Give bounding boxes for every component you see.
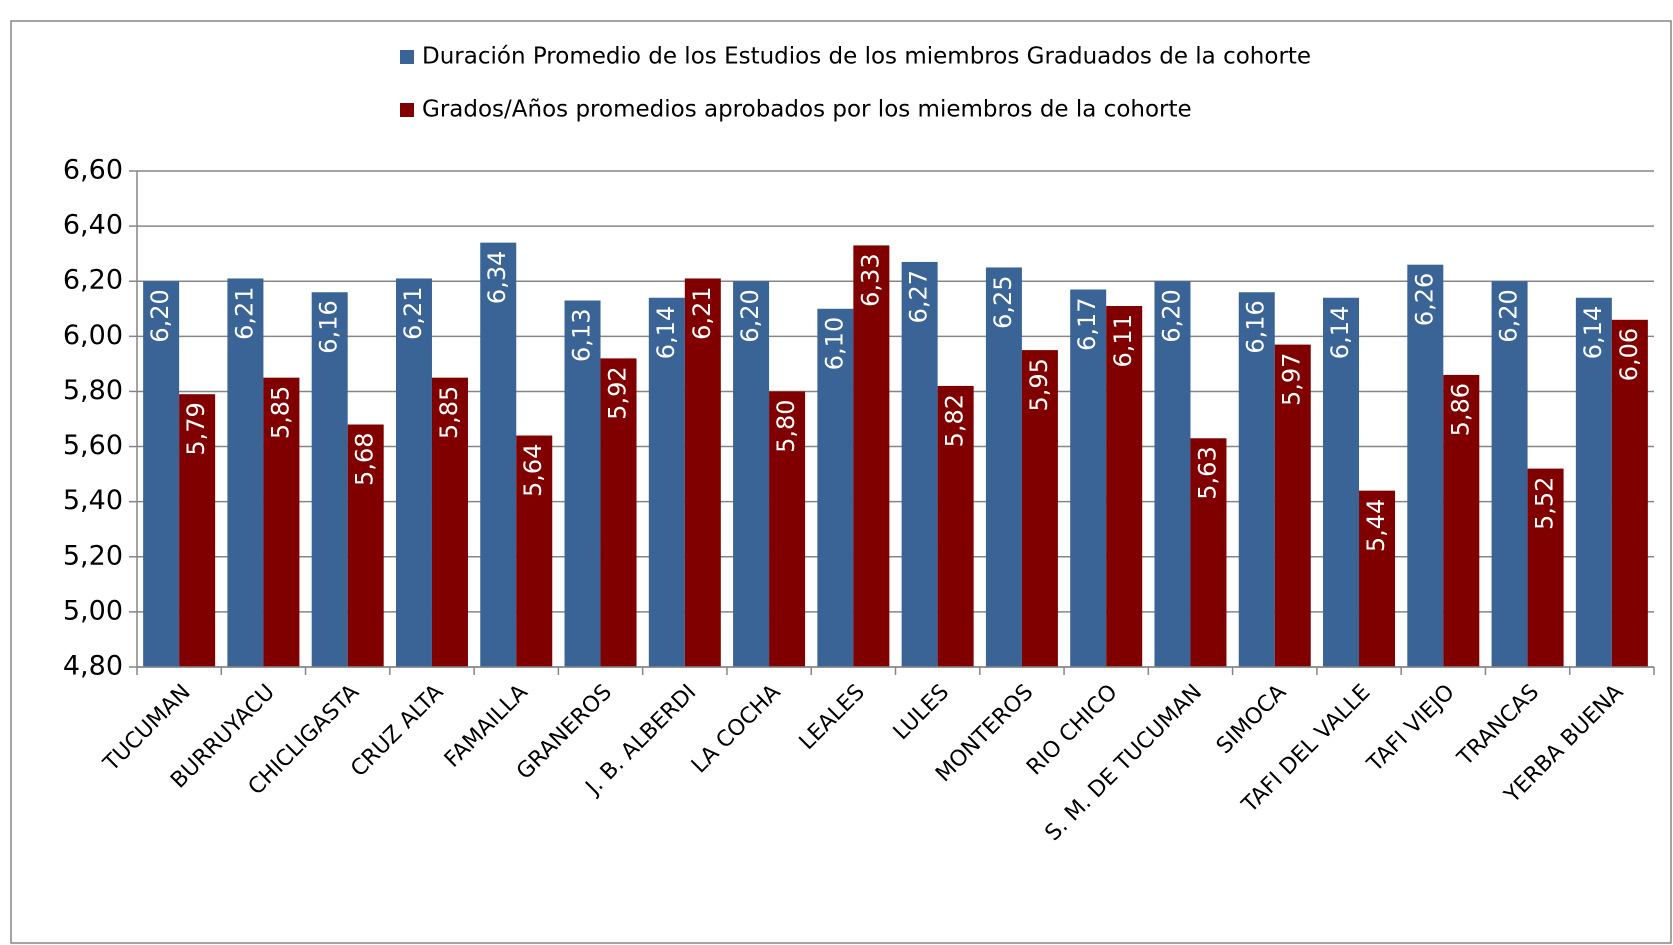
bar [516, 435, 553, 667]
bar [1106, 306, 1143, 667]
data-label: 6,20 [1495, 289, 1523, 342]
bar [817, 308, 854, 667]
data-label: 5,64 [519, 444, 547, 497]
data-label: 6,20 [146, 289, 174, 342]
bar [395, 278, 432, 667]
bar [853, 245, 890, 667]
bar [1575, 297, 1612, 667]
y-tick-label: 6,40 [63, 210, 123, 241]
data-label: 5,97 [1278, 353, 1306, 406]
data-label: 6,06 [1615, 328, 1643, 381]
bar [1491, 281, 1528, 667]
bar [1070, 289, 1107, 667]
data-label: 5,82 [941, 394, 969, 447]
data-label: 6,16 [315, 300, 343, 353]
legend-swatch [400, 50, 414, 64]
data-label: 6,21 [230, 286, 258, 339]
y-tick-label: 6,20 [63, 265, 123, 296]
data-label: 6,10 [820, 317, 848, 370]
data-label: 5,80 [772, 399, 800, 452]
bar [1238, 292, 1275, 667]
bar [937, 385, 974, 667]
data-label: 6,20 [736, 289, 764, 342]
data-label: 6,11 [1109, 314, 1137, 367]
bar [985, 267, 1022, 667]
bar [1443, 374, 1480, 667]
bar [179, 394, 216, 667]
data-label: 5,79 [182, 402, 210, 455]
data-label: 5,44 [1362, 499, 1390, 552]
data-label: 5,85 [435, 386, 463, 439]
data-label: 6,14 [1326, 306, 1354, 359]
bar [263, 377, 300, 667]
legend-swatch [400, 103, 414, 117]
bar [431, 377, 468, 667]
data-label: 6,26 [1410, 273, 1438, 326]
y-tick-label: 6,00 [63, 320, 123, 351]
y-tick-label: 5,20 [63, 540, 123, 571]
bar [1527, 468, 1564, 667]
y-tick-label: 5,60 [63, 430, 123, 461]
data-label: 5,63 [1193, 446, 1221, 499]
bar [1407, 264, 1444, 667]
bar [733, 281, 770, 667]
data-label: 6,21 [399, 286, 427, 339]
bar [143, 281, 180, 667]
bar [600, 358, 637, 667]
bar [1021, 350, 1058, 667]
bar [769, 391, 806, 667]
y-tick-label: 5,00 [63, 595, 123, 626]
legend-label: Duración Promedio de los Estudios de los… [422, 44, 1311, 70]
bar [1154, 281, 1191, 667]
data-label: 6,13 [568, 309, 596, 362]
data-label: 6,14 [1579, 306, 1607, 359]
data-label: 5,86 [1446, 383, 1474, 436]
bar [347, 424, 384, 667]
bar [648, 297, 685, 667]
data-label: 5,68 [351, 433, 379, 486]
bar [1359, 490, 1396, 667]
bar [1611, 319, 1648, 667]
data-label: 5,95 [1025, 358, 1053, 411]
data-label: 6,21 [688, 286, 716, 339]
data-label: 6,20 [1157, 289, 1185, 342]
data-label: 5,92 [604, 366, 632, 419]
y-tick-label: 5,40 [63, 485, 123, 516]
y-tick-label: 5,80 [63, 375, 123, 406]
bar [564, 300, 601, 667]
bar [1190, 438, 1227, 667]
y-tick-label: 4,80 [63, 651, 123, 682]
data-label: 6,17 [1073, 297, 1101, 350]
data-label: 5,85 [266, 386, 294, 439]
bar [311, 292, 348, 667]
data-label: 6,27 [905, 270, 933, 323]
bar [1274, 344, 1311, 667]
bar [684, 278, 721, 667]
data-label: 6,34 [483, 251, 511, 304]
data-label: 5,52 [1531, 477, 1559, 530]
data-label: 6,16 [1242, 300, 1270, 353]
y-tick-label: 6,60 [63, 155, 123, 186]
data-label: 6,25 [989, 275, 1017, 328]
data-label: 6,14 [652, 306, 680, 359]
bar [901, 261, 938, 667]
data-label: 6,33 [856, 253, 884, 306]
bar [227, 278, 264, 667]
bar [480, 242, 517, 667]
bar [1323, 297, 1360, 667]
legend-label: Grados/Años promedios aprobados por los … [422, 97, 1192, 123]
